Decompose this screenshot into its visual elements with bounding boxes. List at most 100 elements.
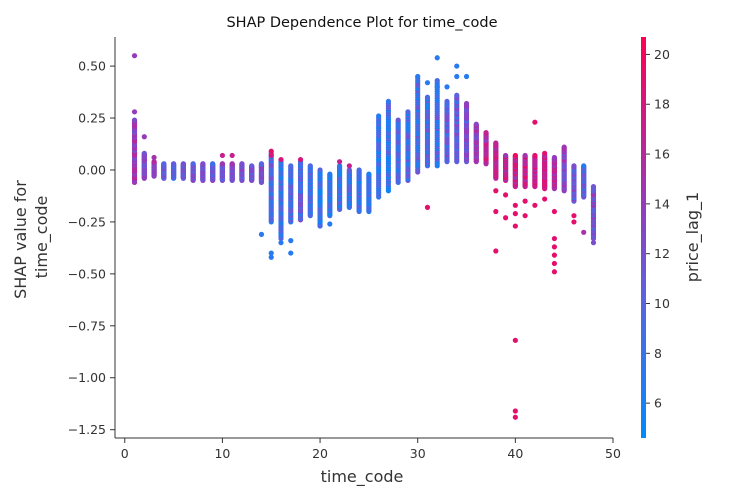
scatter-point [551, 252, 558, 258]
scatter-point [493, 188, 499, 194]
y-tick-label: 0.50 [78, 59, 106, 74]
scatter-point [200, 161, 206, 167]
scatter-point [268, 250, 274, 256]
scatter-point [278, 156, 284, 163]
scatter-point [512, 211, 518, 217]
scatter-point [424, 80, 431, 86]
scatter-point [151, 159, 157, 165]
scatter-point [131, 53, 138, 59]
colorbar-tick-label: 8 [654, 346, 662, 361]
y-tick-label: −1.00 [68, 370, 106, 385]
scatter-point [336, 163, 343, 169]
scatter-point [288, 163, 294, 169]
scatter-point [307, 163, 313, 169]
scatter-point [502, 152, 509, 159]
scatter-point [502, 192, 509, 198]
scatter-point [532, 202, 538, 208]
scatter-point [512, 152, 518, 159]
scatter-point [170, 161, 177, 167]
y-tick-label: −0.25 [68, 214, 106, 229]
scatter-point [542, 150, 548, 156]
scatter-point [405, 109, 411, 115]
scatter-point [581, 229, 587, 235]
colorbar-tick-label: 12 [654, 246, 670, 261]
colorbar [641, 37, 646, 438]
scatter-point [131, 109, 138, 115]
scatter-point [454, 92, 460, 98]
scatter-point [424, 94, 431, 100]
scatter-points [131, 53, 597, 420]
colorbar-label: price_lag_1 [683, 192, 703, 282]
x-tick-label: 20 [312, 446, 328, 461]
scatter-point [512, 202, 518, 208]
scatter-point [571, 213, 577, 219]
x-tick-label: 10 [214, 446, 230, 461]
scatter-point [356, 167, 362, 173]
scatter-point [141, 134, 147, 140]
y-axis-label-line-1: SHAP value for [11, 180, 30, 299]
colorbar-tick-label: 14 [654, 196, 670, 211]
scatter-point [551, 244, 558, 250]
scatter-point [415, 73, 421, 80]
scatter-point [512, 408, 518, 414]
scatter-point [512, 223, 518, 229]
x-tick-label: 30 [410, 446, 426, 461]
scatter-point [454, 63, 460, 69]
scatter-point [229, 152, 235, 159]
scatter-point [385, 98, 392, 105]
scatter-point [395, 117, 401, 123]
y-tick-label: −1.25 [68, 422, 106, 437]
scatter-point [336, 159, 343, 165]
scatter-point [346, 167, 352, 173]
scatter-point [512, 337, 518, 343]
scatter-point [161, 161, 167, 167]
scatter-point [424, 204, 431, 210]
scatter-point [268, 148, 274, 154]
colorbar-tick-label: 18 [654, 97, 670, 112]
scatter-point [190, 161, 196, 167]
scatter-point [327, 221, 333, 227]
scatter-point [219, 161, 226, 167]
scatter-point [346, 163, 352, 169]
scatter-point [463, 73, 470, 80]
y-axis-ticks: 0.50 0.25 0.00 −0.25 −0.50 −0.75 −1.00 −1.25 [68, 59, 115, 437]
scatter-point [551, 208, 558, 215]
scatter-point [317, 167, 323, 173]
scatter-point [249, 163, 255, 169]
scatter-point [434, 55, 440, 61]
y-axis-label: SHAP value for time_code [11, 175, 52, 299]
scatter-point [473, 121, 479, 127]
y-tick-label: −0.50 [68, 266, 106, 281]
x-axis-label: time_code [321, 467, 404, 487]
colorbar-ticks: 6 8 10 12 14 16 18 20 [646, 47, 670, 411]
scatter-point [522, 213, 528, 219]
scatter-point [542, 196, 548, 202]
x-tick-label: 50 [605, 446, 621, 461]
scatter-point [522, 198, 528, 204]
colorbar-tick-label: 16 [654, 147, 670, 162]
scatter-point [571, 163, 577, 169]
scatter-point [522, 152, 528, 159]
colorbar-tick-label: 6 [654, 396, 662, 411]
scatter-point [434, 84, 440, 90]
scatter-point [297, 156, 304, 163]
scatter-point [444, 84, 450, 90]
y-tick-label: 0.25 [78, 111, 106, 126]
scatter-point [532, 152, 538, 159]
scatter-point [483, 129, 489, 136]
scatter-point [288, 238, 294, 244]
scatter-point [590, 183, 597, 190]
scatter-point [180, 161, 186, 167]
scatter-point [551, 260, 558, 267]
scatter-point [239, 161, 245, 167]
scatter-point [229, 161, 235, 167]
scatter-point [268, 254, 274, 260]
scatter-point [258, 161, 265, 167]
colorbar-tick-label: 10 [654, 296, 670, 311]
scatter-point [268, 152, 274, 159]
scatter-point [219, 152, 226, 159]
scatter-point [288, 250, 294, 256]
scatter-point [512, 414, 518, 420]
